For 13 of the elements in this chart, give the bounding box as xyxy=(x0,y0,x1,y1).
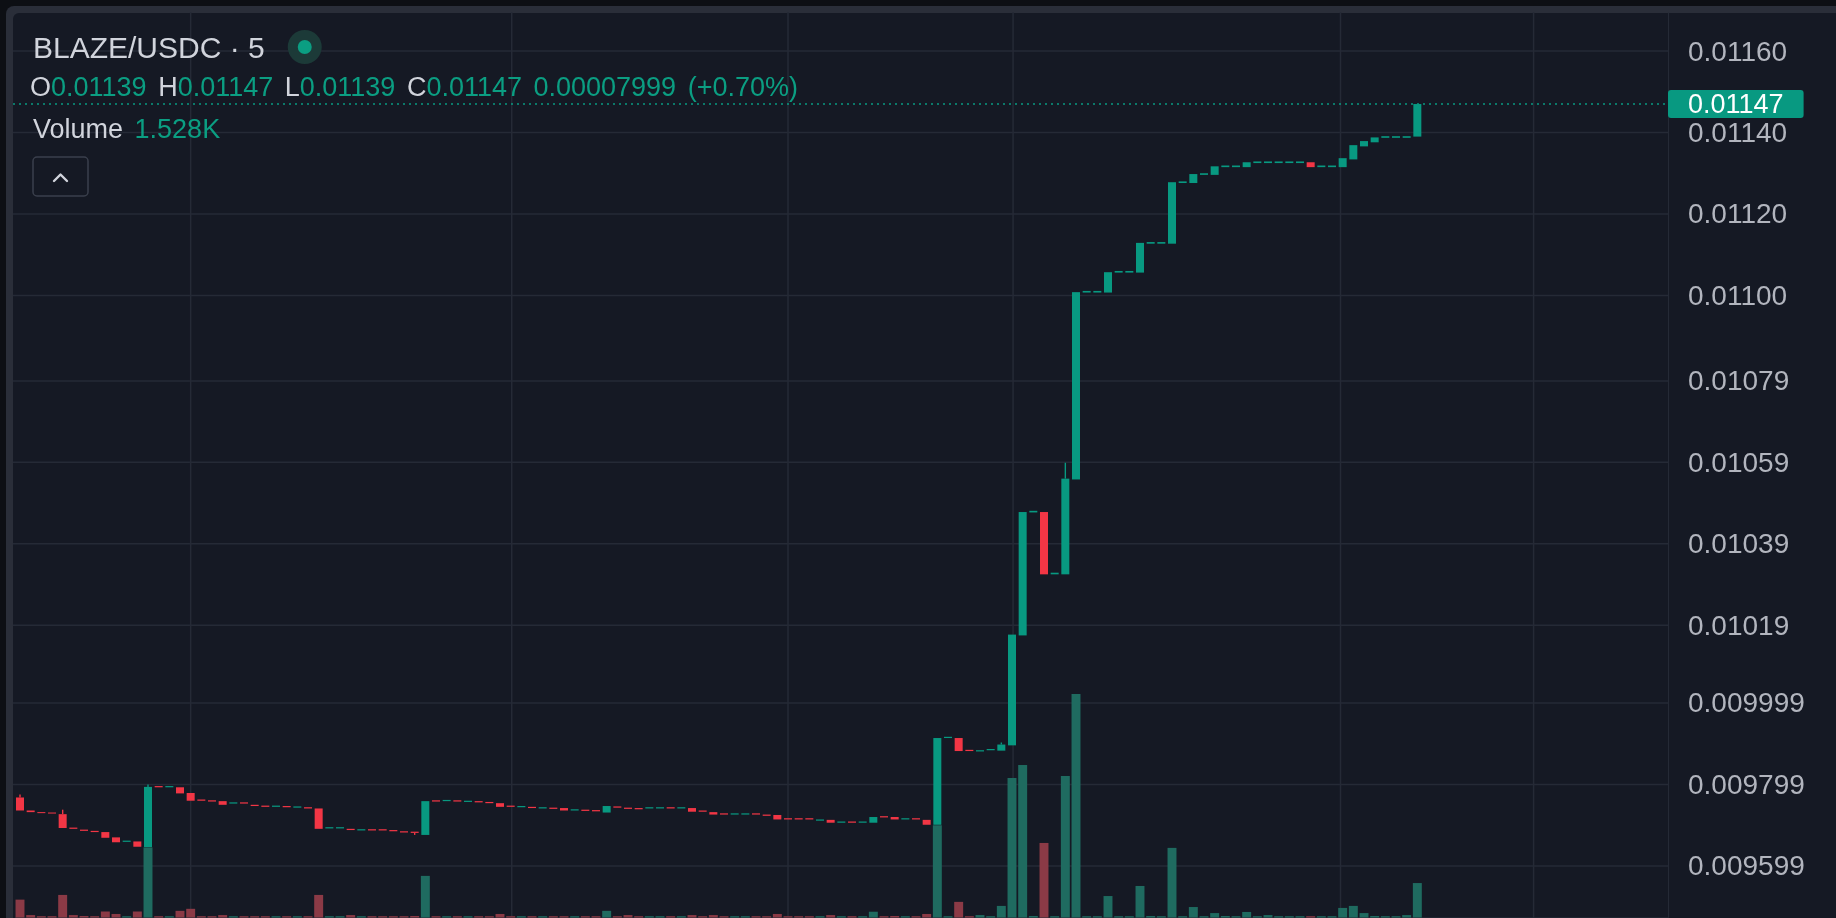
text: O0.01139 H0.01147 L0.01139 C0.01147 0.00007999 (+0.70%) xyxy=(30,72,798,102)
y-tick-label: 0.009599 xyxy=(1688,850,1805,882)
y-tick-label: 0.01059 xyxy=(1688,446,1790,478)
annotation: Volume 1.528K xyxy=(33,114,221,144)
y-tick-label: 0.01160 xyxy=(1688,35,1788,67)
y-tick-label: 0.01120 xyxy=(1688,198,1788,230)
y-tick-label: 0.009999 xyxy=(1688,687,1805,719)
y-tick-label: 0.01019 xyxy=(1688,609,1790,641)
y-tick-label: 0.01079 xyxy=(1688,365,1790,397)
y-tick-label: 0.01039 xyxy=(1688,528,1790,560)
y-tick-label: 0.009799 xyxy=(1688,768,1805,800)
text: BLAZE/USDC · 5 xyxy=(33,31,265,64)
y-tick-label: 0.01100 xyxy=(1688,279,1788,311)
